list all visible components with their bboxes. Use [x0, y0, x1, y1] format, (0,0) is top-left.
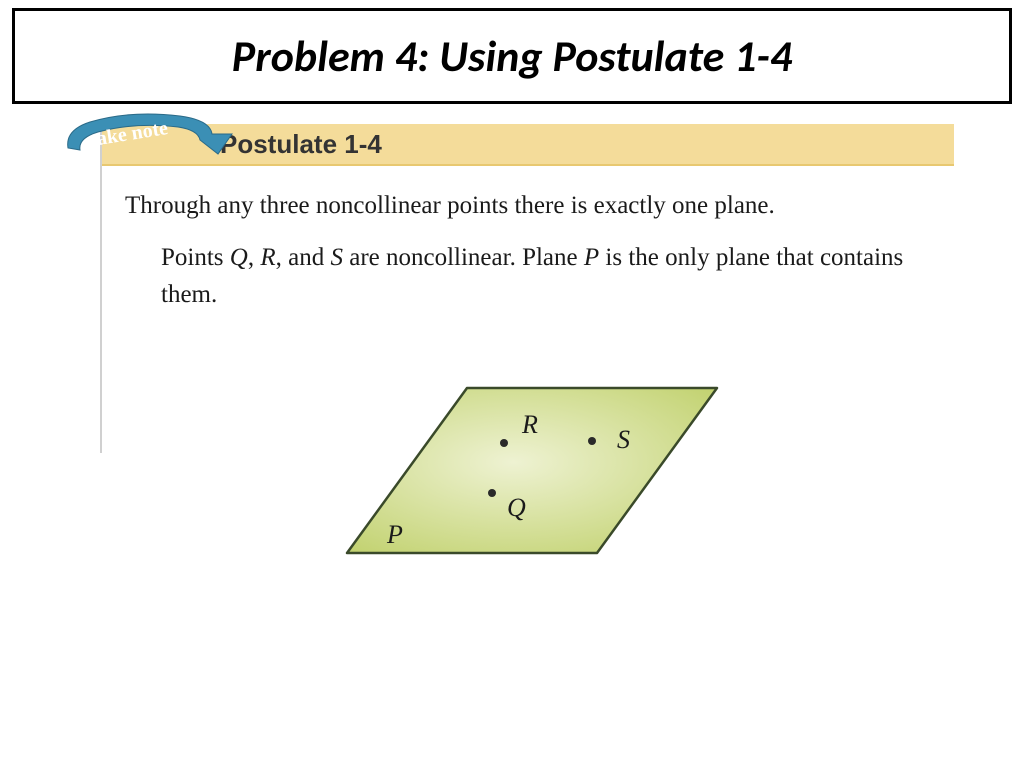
- postulate-label: Postulate 1-4: [220, 129, 382, 160]
- plane-svg: P Q R S: [282, 338, 742, 608]
- page-title: Problem 4: Using Postulate 1-4: [35, 29, 989, 83]
- point-r-dot: [500, 439, 508, 447]
- label-q: Q: [507, 493, 526, 522]
- paragraph-2: Points Q, R, and S are noncollinear. Pla…: [161, 240, 914, 313]
- label-s: S: [617, 425, 630, 454]
- title-box: Problem 4: Using Postulate 1-4: [12, 8, 1012, 104]
- point-s-dot: [588, 437, 596, 445]
- take-note-ribbon: take note: [60, 110, 240, 170]
- textbook-block: take note Postulate 1-4 Through any thre…: [30, 124, 994, 313]
- paragraph-1: Through any three noncollinear points th…: [125, 188, 914, 224]
- vertical-rule: [100, 124, 102, 453]
- point-q-dot: [488, 489, 496, 497]
- label-p: P: [386, 520, 403, 549]
- body-text: Through any three noncollinear points th…: [125, 188, 914, 313]
- label-r: R: [521, 410, 538, 439]
- plane-diagram: P Q R S: [0, 338, 1024, 608]
